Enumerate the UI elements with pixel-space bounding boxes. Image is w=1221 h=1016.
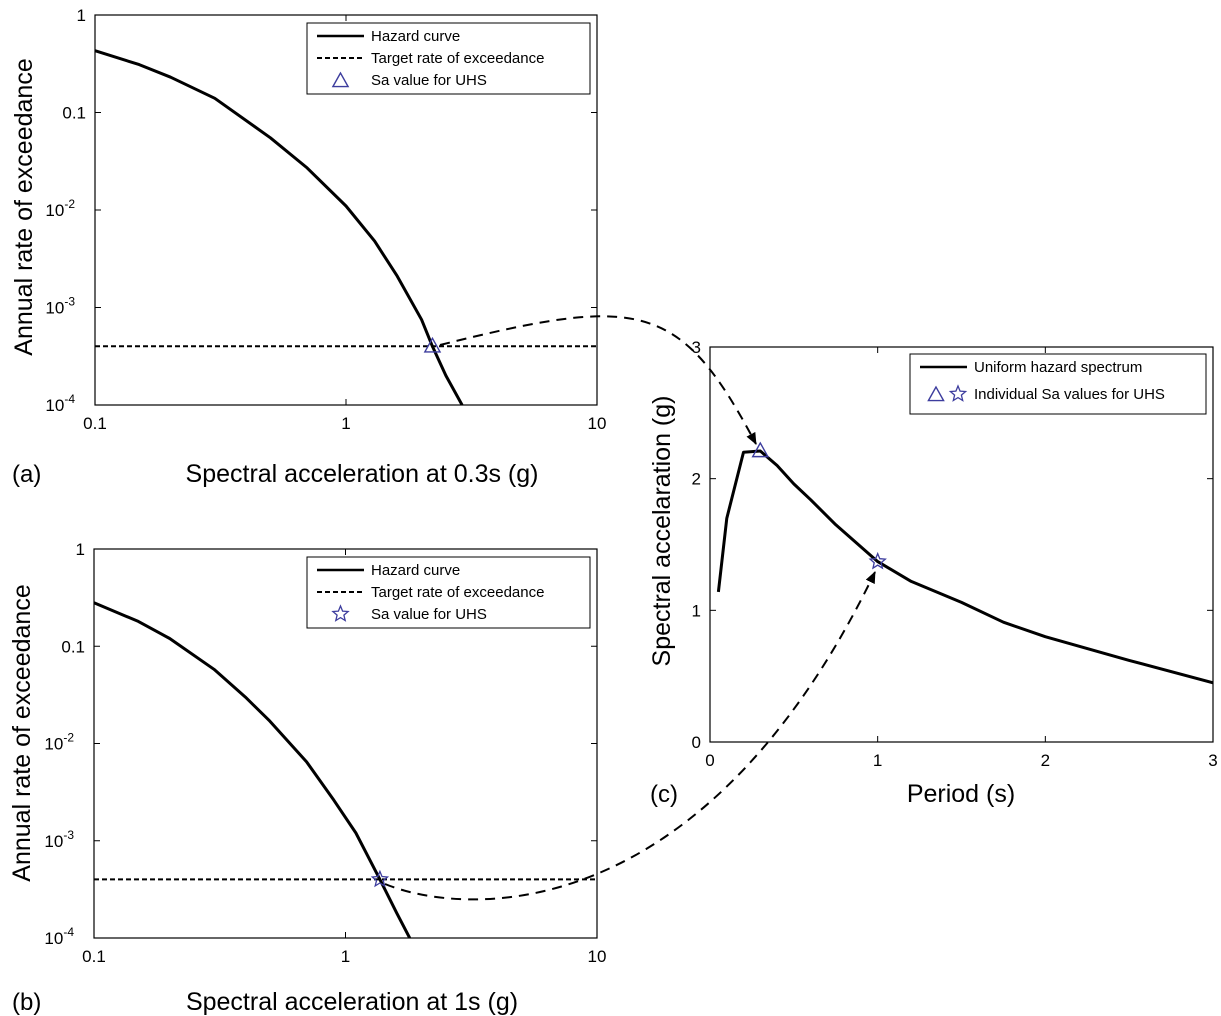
triangle-marker: [423, 336, 442, 353]
x-tick-label: 0.1: [83, 414, 107, 433]
x-tick-label: 10: [588, 414, 607, 433]
markers-layer: [751, 441, 887, 570]
y-tick-label: 10-2: [44, 731, 74, 754]
plot-frame: [709, 346, 1214, 743]
panel-label: (b): [12, 989, 41, 1016]
markers-layer: [423, 336, 442, 353]
series-layer: [94, 601, 597, 938]
legend-label: Hazard curve: [371, 562, 460, 579]
y-tick-label: 0.1: [61, 637, 85, 656]
legend-label: Uniform hazard spectrum: [974, 359, 1142, 376]
legend-label: Sa value for UHS: [371, 72, 487, 89]
legend-label: Sa value for UHS: [371, 606, 487, 623]
series-layer: [95, 49, 597, 405]
series-line: [95, 49, 464, 405]
x-axis-label: Period (s): [907, 780, 1015, 808]
series-line: [716, 449, 1213, 685]
y-tick-label: 10-3: [45, 295, 75, 318]
x-axis-label: Spectral acceleration at 0.3s (g): [186, 460, 539, 488]
panel-label: (c): [650, 781, 678, 808]
x-tick-label: 0.1: [82, 947, 106, 966]
y-tick-label: 10-4: [45, 392, 75, 415]
legend-triangle-swatch: [927, 385, 945, 402]
markers-layer: [370, 869, 390, 888]
y-tick-label: 0: [692, 733, 701, 752]
y-tick-label: 10-4: [44, 925, 74, 948]
arrow-b-to-c: [384, 571, 876, 901]
panel-label: (a): [12, 461, 41, 488]
series-layer: [716, 449, 1213, 685]
y-tick-label: 0.1: [62, 104, 86, 123]
y-axis-label: Spectral accelaration (g): [648, 396, 676, 667]
x-tick-label: 2: [1041, 751, 1050, 770]
y-tick-label: 3: [692, 338, 701, 357]
legend-triangle-swatch: [331, 71, 350, 88]
legend-label: Target rate of exceedance: [371, 50, 544, 67]
y-axis-label: Annual rate of exceedance: [8, 584, 36, 881]
ticks: 0.1 1 10 1 0.1 10-2 10-3 10-4: [45, 6, 606, 433]
legend-star-swatch: [948, 384, 968, 402]
x-tick-label: 10: [588, 947, 607, 966]
legend: Hazard curve Target rate of exceedance Sa …: [306, 556, 591, 629]
x-tick-label: 1: [341, 414, 350, 433]
x-axis-label: Spectral acceleration at 1s (g): [186, 988, 518, 1016]
plot-frame: [93, 548, 598, 939]
ticks: 0.1 1 10 1 0.1 10-2 10-3 10-4: [44, 540, 606, 966]
arrow-a-to-c: [439, 315, 757, 445]
legend: Hazard curve Target rate of exceedance Sa …: [306, 22, 591, 95]
star-marker: [868, 551, 887, 570]
x-tick-label: 1: [873, 751, 882, 770]
panel-c: 0 1 2 3 0 1 2 3 Uniform hazard spectrum Individua…: [648, 338, 1218, 808]
legend-box: [909, 353, 1207, 415]
y-tick-label: 10-3: [44, 828, 74, 851]
y-tick-label: 2: [692, 470, 701, 489]
y-tick-label: 1: [76, 540, 85, 559]
connector-arrows: [384, 315, 876, 901]
y-tick-label: 1: [692, 601, 701, 620]
legend-label: Hazard curve: [371, 28, 460, 45]
panel-b: 0.1 1 10 1 0.1 10-2 10-3 10-4 Hazard curve Target…: [8, 540, 606, 1016]
series-line: [94, 601, 412, 938]
x-tick-label: 0: [705, 751, 714, 770]
panel-a: 0.1 1 10 1 0.1 10-2 10-3 10-4 Hazard curve Target…: [10, 6, 606, 488]
triangle-marker: [751, 441, 770, 458]
legend-star-swatch: [331, 604, 350, 622]
y-axis-label: Annual rate of exceedance: [10, 58, 38, 355]
x-tick-label: 1: [341, 947, 350, 966]
x-tick-label: 3: [1208, 751, 1217, 770]
plot-frame: [94, 14, 598, 406]
legend-label: Individual Sa values for UHS: [974, 386, 1165, 403]
star-marker: [370, 869, 390, 888]
y-tick-label: 10-2: [45, 197, 75, 220]
legend: Uniform hazard spectrum Individual Sa val…: [909, 353, 1207, 415]
legend-label: Target rate of exceedance: [371, 584, 544, 601]
y-tick-label: 1: [77, 6, 86, 25]
